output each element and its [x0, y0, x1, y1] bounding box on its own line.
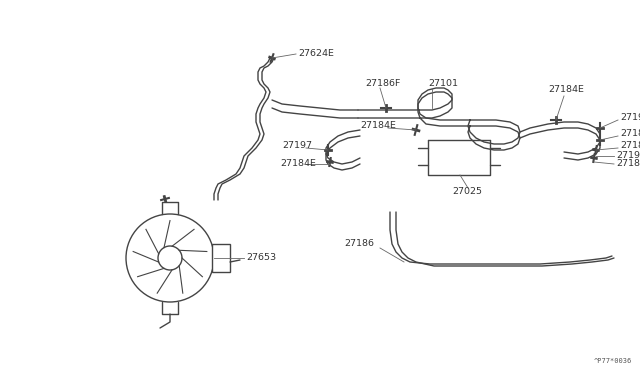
Text: 27184E: 27184E — [360, 122, 396, 131]
Text: 27624E: 27624E — [298, 49, 334, 58]
Bar — [212, 244, 230, 272]
Text: 27194E: 27194E — [620, 113, 640, 122]
Text: 27186F: 27186F — [365, 80, 401, 89]
Text: 27197: 27197 — [282, 141, 312, 151]
Text: 27184E: 27184E — [548, 86, 584, 94]
Text: 27184E: 27184E — [280, 158, 316, 167]
Text: 27653: 27653 — [246, 253, 276, 263]
Text: 27190: 27190 — [616, 151, 640, 160]
Text: 27183E: 27183E — [616, 158, 640, 167]
Text: 27186: 27186 — [344, 240, 374, 248]
Text: 27025: 27025 — [452, 187, 482, 196]
Text: 27183: 27183 — [620, 129, 640, 138]
Text: 27101: 27101 — [428, 78, 458, 87]
Text: 27183E: 27183E — [620, 141, 640, 151]
Text: ^P77*0036: ^P77*0036 — [594, 358, 632, 364]
